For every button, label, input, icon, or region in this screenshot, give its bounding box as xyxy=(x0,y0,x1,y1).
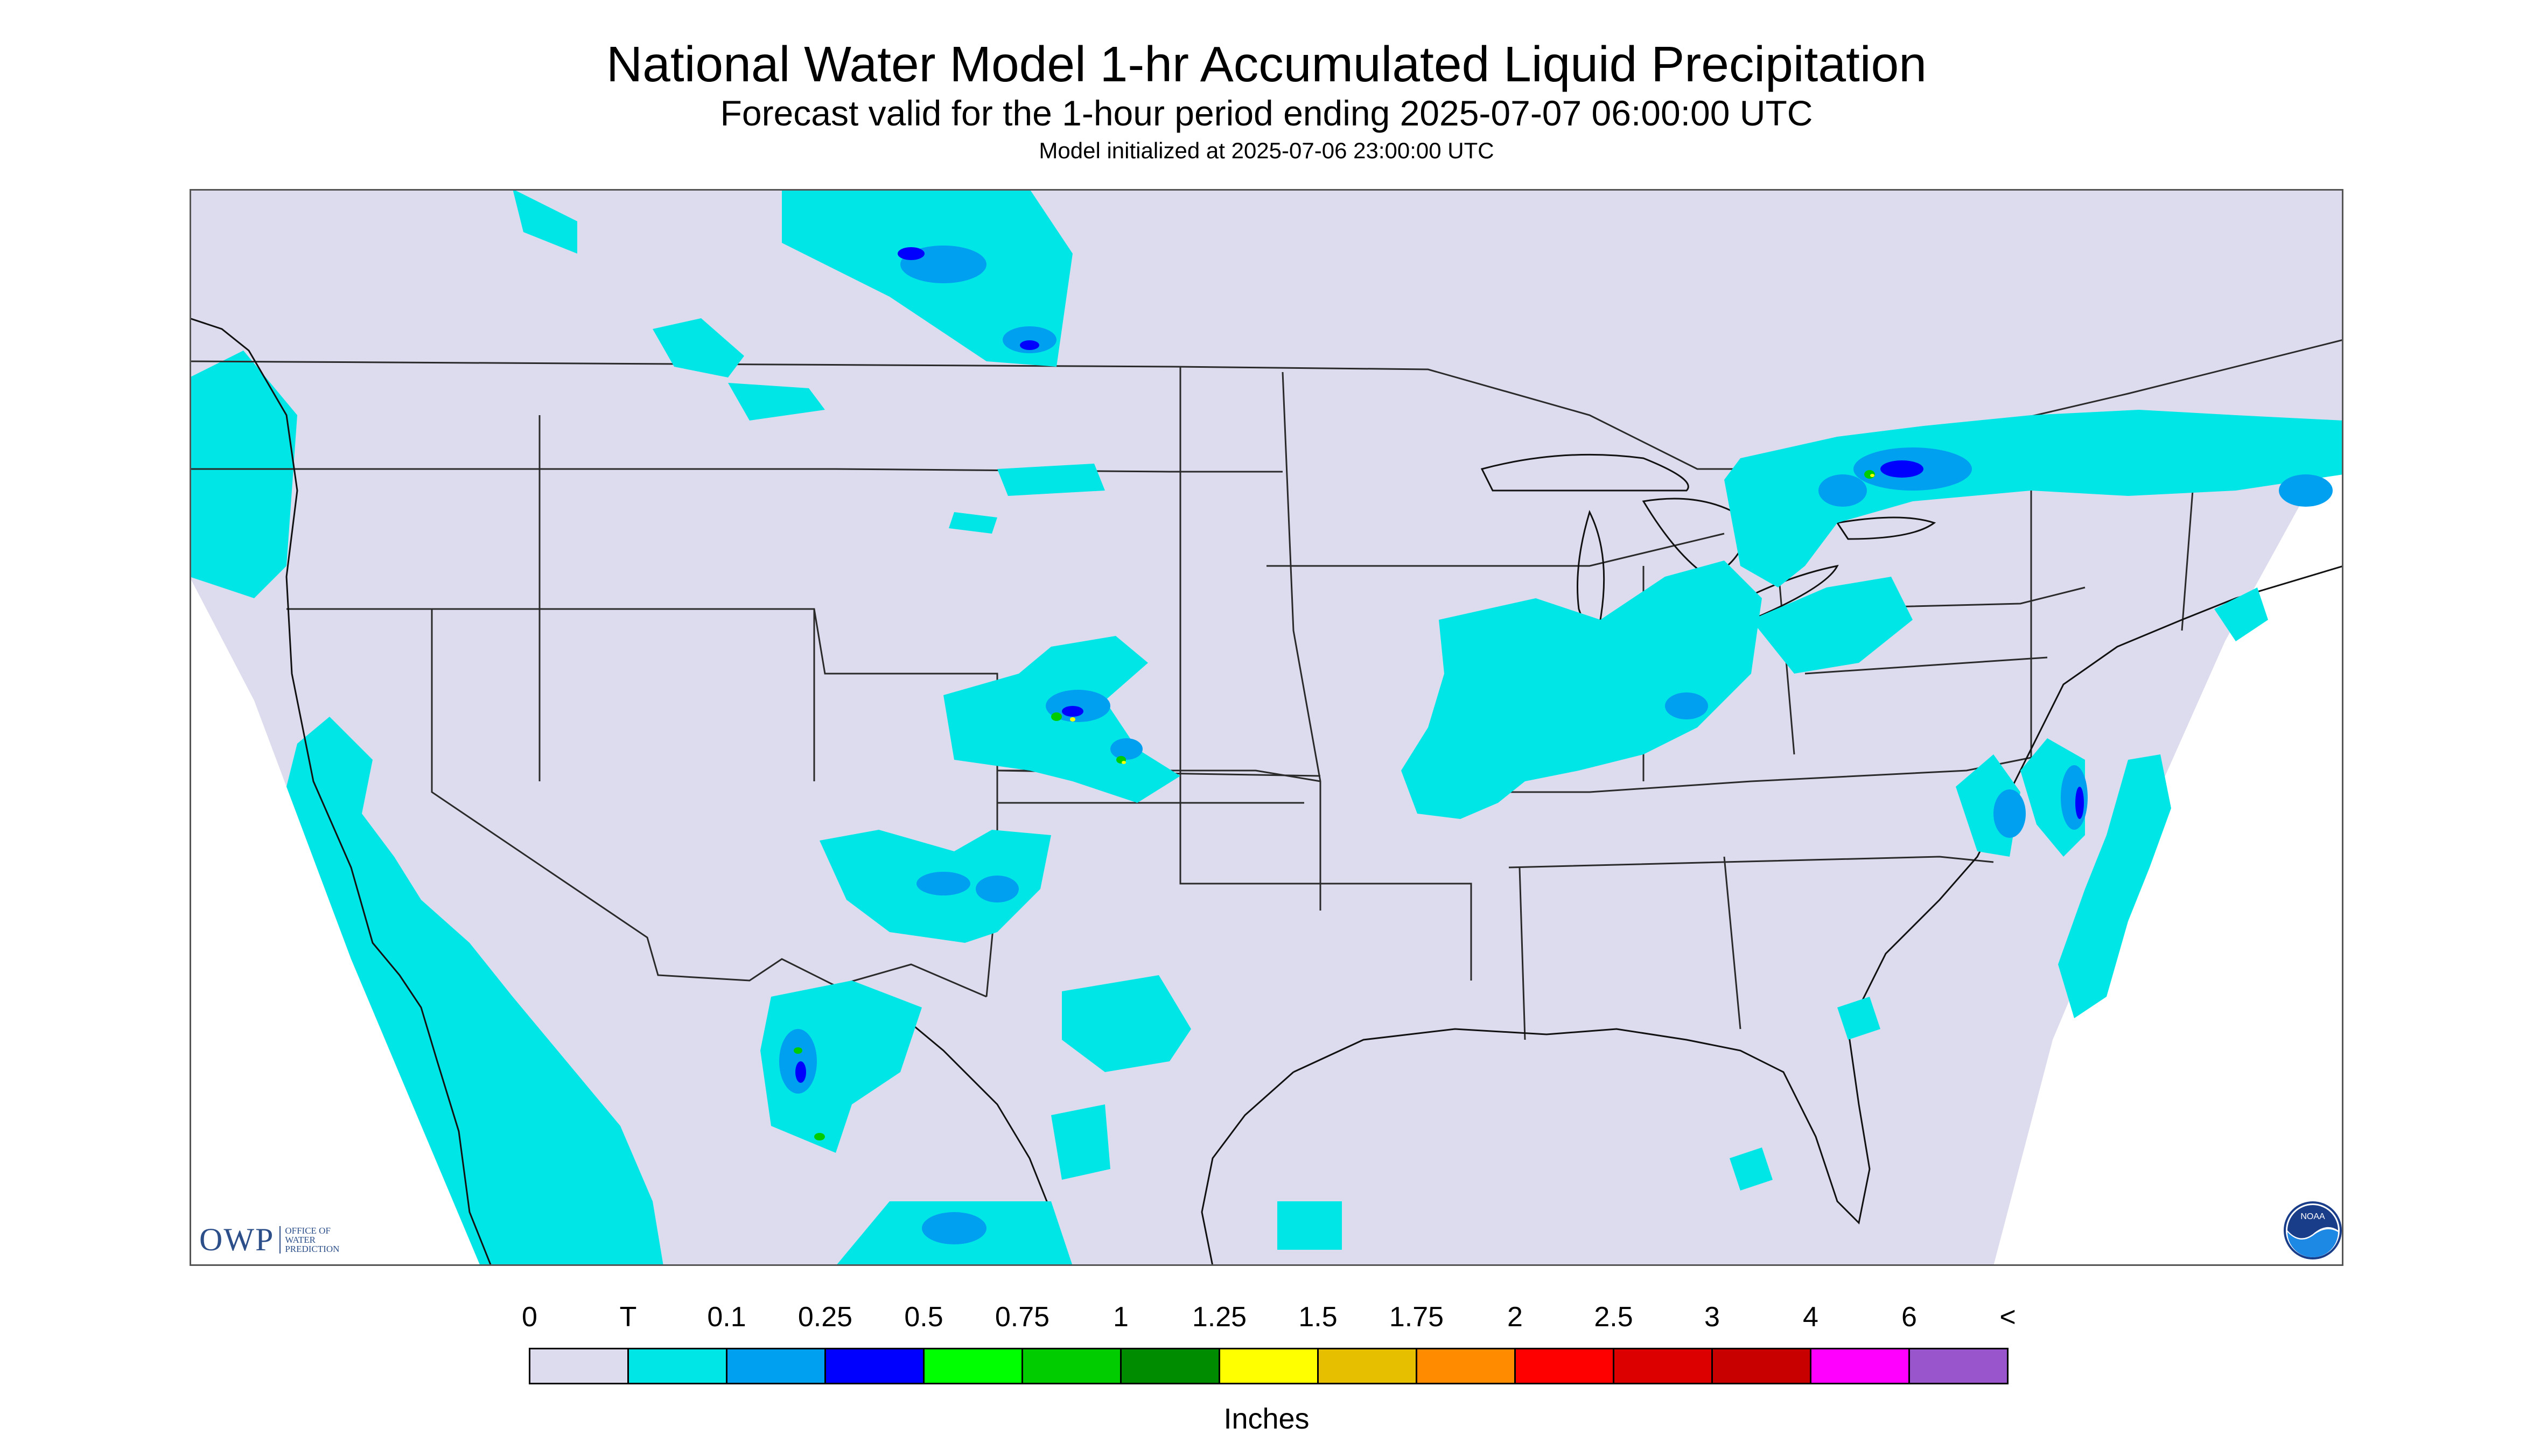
legend-swatch xyxy=(530,1349,629,1383)
legend-swatch xyxy=(925,1349,1023,1383)
legend-swatch xyxy=(1811,1349,1910,1383)
legend-swatch xyxy=(629,1349,727,1383)
legend-label: 0.5 xyxy=(904,1301,943,1333)
legend-label: 1.25 xyxy=(1192,1301,1247,1333)
noaa-logo-text: NOAA xyxy=(2300,1212,2325,1221)
legend-label: < xyxy=(1999,1301,2016,1333)
noaa-logo: NOAA xyxy=(2284,1201,2342,1259)
legend-label: 3 xyxy=(1704,1301,1720,1333)
legend-units: Inches xyxy=(1223,1403,1310,1435)
legend-swatch xyxy=(1122,1349,1220,1383)
precip-trace xyxy=(513,189,2343,1266)
map-border xyxy=(190,189,2343,1266)
legend-color-bar xyxy=(529,1348,2009,1384)
legend-swatch xyxy=(1516,1349,1614,1383)
model-init-text: Model initialized at 2025-07-06 23:00:00… xyxy=(1039,138,1494,163)
legend-swatch xyxy=(1023,1349,1122,1383)
legend-label: T xyxy=(619,1301,637,1333)
legend-label: 6 xyxy=(1901,1301,1917,1333)
owp-logo-text: Office of Water Prediction xyxy=(279,1226,355,1254)
legend-label: 0.75 xyxy=(995,1301,1050,1333)
legend-swatch xyxy=(1713,1349,1811,1383)
legend-swatch xyxy=(1319,1349,1417,1383)
owp-logo: OWP Office of Water Prediction xyxy=(199,1221,355,1258)
legend-swatch xyxy=(1220,1349,1319,1383)
legend-label: 0.25 xyxy=(797,1301,853,1333)
legend-label: 1 xyxy=(1113,1301,1129,1333)
legend-swatch xyxy=(1614,1349,1713,1383)
legend-swatch xyxy=(1417,1349,1516,1383)
legend-label: 2.5 xyxy=(1594,1301,1633,1333)
precip-moderate xyxy=(795,247,2084,1083)
legend-swatch xyxy=(1910,1349,2007,1383)
owp-logo-mark: OWP xyxy=(199,1222,275,1257)
legend-swatch xyxy=(727,1349,826,1383)
legend-label: 1.75 xyxy=(1389,1301,1444,1333)
legend-label: 0 xyxy=(522,1301,537,1333)
map-title: National Water Model 1-hr Accumulated Li… xyxy=(606,36,1927,92)
precip-light xyxy=(779,246,2333,1244)
precip-trace-pacific xyxy=(190,351,663,1266)
legend-label: 2 xyxy=(1507,1301,1523,1333)
legend-label: 0.1 xyxy=(707,1301,746,1333)
legend-labels: 0 T 0.1 0.25 0.5 0.75 1 1.25 1.5 1.75 2 2.5 3 4 6 < xyxy=(0,1301,2533,1344)
legend-label: 1.5 xyxy=(1298,1301,1338,1333)
map-subtitle: Forecast valid for the 1-hour period end… xyxy=(720,93,1813,133)
precip-very-heavy xyxy=(1070,474,1874,764)
legend-swatch xyxy=(826,1349,925,1383)
precipitation-map xyxy=(190,189,2343,1266)
legend-label: 4 xyxy=(1803,1301,1818,1333)
